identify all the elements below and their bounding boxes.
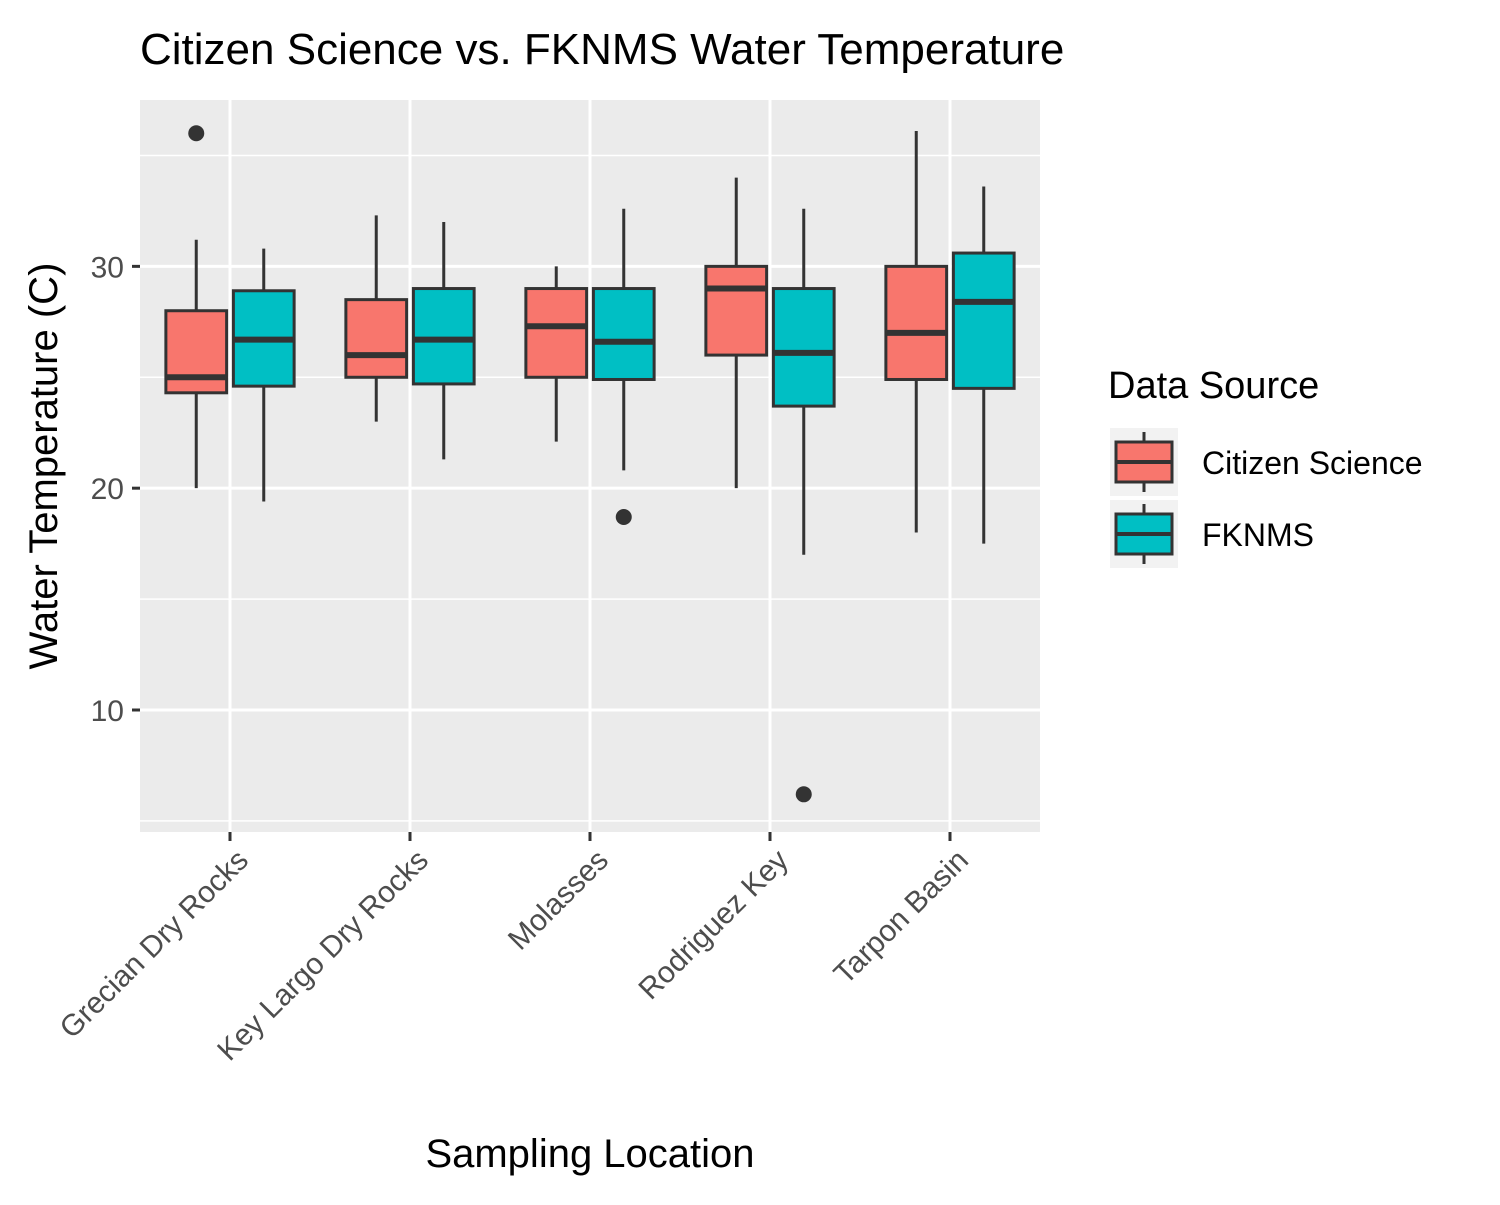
box-iqr [771, 287, 836, 408]
chart-title: Citizen Science vs. FKNMS Water Temperat… [140, 25, 1064, 74]
legend-label: FKNMS [1202, 517, 1314, 553]
box-iqr [884, 264, 949, 381]
box-citizen-science [524, 266, 589, 442]
box-iqr [164, 309, 229, 395]
outlier-point [615, 509, 632, 526]
outlier-point [188, 125, 205, 142]
box-citizen-science [344, 215, 409, 422]
outlier-point [795, 786, 812, 803]
box-fknms [771, 208, 836, 803]
y-axis-title: Water Temperature (C) [22, 263, 66, 670]
box-iqr [524, 287, 589, 379]
box-citizen-science [164, 125, 229, 489]
box-iqr [344, 298, 409, 379]
x-tick-label: Molasses [502, 844, 615, 957]
legend-label: Citizen Science [1202, 445, 1423, 481]
box-iqr [591, 287, 656, 381]
box-iqr [704, 264, 769, 357]
y-tick-label: 20 [91, 473, 124, 506]
box-citizen-science [884, 131, 949, 533]
x-tick-label: Key Largo Dry Rocks [211, 844, 435, 1068]
y-tick-label: 30 [91, 251, 124, 284]
box-fknms [231, 248, 296, 502]
y-axis: 10 20 30 [91, 251, 140, 728]
x-tick-label: Grecian Dry Rocks [54, 844, 255, 1045]
legend: Data Source Citizen Science FKNMS [1108, 365, 1423, 568]
x-tick-label: Rodriguez Key [632, 844, 794, 1006]
box-iqr [411, 287, 476, 386]
x-tick-label: Tarpon Basin [828, 844, 975, 991]
box-fknms [591, 208, 656, 526]
x-axis-title: Sampling Location [425, 1132, 754, 1176]
box-layer [164, 125, 1016, 803]
box-iqr [951, 251, 1016, 390]
box-fknms [951, 186, 1016, 544]
box-citizen-science [704, 177, 769, 489]
box-fknms [411, 222, 476, 460]
legend-title: Data Source [1108, 365, 1319, 407]
y-tick-label: 10 [91, 695, 124, 728]
